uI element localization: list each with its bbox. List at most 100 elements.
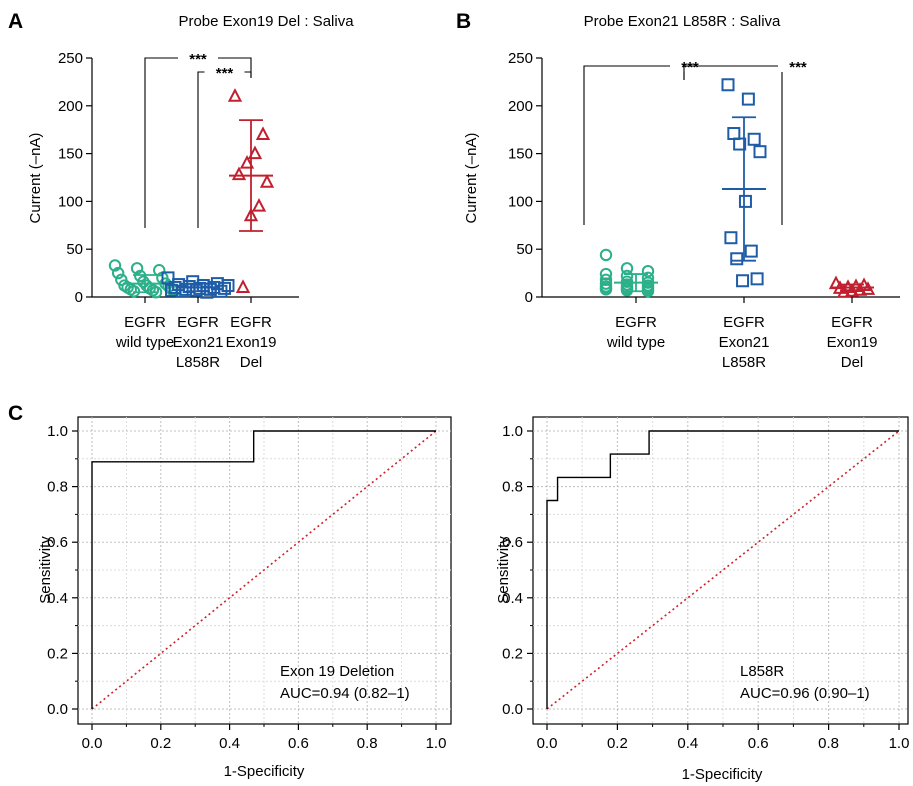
y-tick-label: 200 xyxy=(508,98,533,115)
significance-label: *** xyxy=(681,59,699,76)
auc-annotation: AUC=0.96 (0.90–1) xyxy=(740,685,870,702)
chart-title: Probe Exon19 Del : Saliva xyxy=(178,13,354,30)
y-tick-label: 0.4 xyxy=(502,590,523,607)
significance-bracket xyxy=(683,65,783,225)
data-point xyxy=(153,264,166,277)
x-tick-label: 0.4 xyxy=(677,735,698,752)
x-tick-label: 1.0 xyxy=(889,735,910,752)
auc-annotation: Exon 19 Deletion xyxy=(280,663,394,680)
x-tick-label: 0.4 xyxy=(219,735,240,752)
data-point xyxy=(721,78,735,92)
data-point xyxy=(247,145,263,160)
y-tick-label: 0.2 xyxy=(47,645,68,662)
y-tick-label: 0.2 xyxy=(502,645,523,662)
y-axis-label: Current (–nA) xyxy=(27,133,44,224)
significance-mask xyxy=(204,64,245,78)
x-tick-label: L858R xyxy=(176,354,220,371)
x-tick-label: EGFR xyxy=(615,314,657,331)
y-tick-label: 100 xyxy=(58,193,83,210)
data-point xyxy=(239,155,255,169)
x-tick-label: Del xyxy=(240,354,263,371)
y-tick-label: 150 xyxy=(58,146,83,163)
x-tick-label: 0.6 xyxy=(748,735,769,752)
y-tick-label: 0 xyxy=(75,289,83,306)
y-tick-label: 0.4 xyxy=(47,590,68,607)
scatter-chart-exon19: Probe Exon19 Del : Saliva Current (–nA) … xyxy=(27,13,354,371)
reference-diagonal xyxy=(91,430,437,710)
data-point xyxy=(860,281,876,295)
x-axis-label: 1-Specificity xyxy=(682,766,763,783)
data-point xyxy=(836,284,852,298)
data-point xyxy=(736,274,750,288)
data-point xyxy=(599,283,613,296)
x-axis-label: 1-Specificity xyxy=(224,763,305,780)
y-tick-label: 150 xyxy=(508,146,533,163)
chart-title: Probe Exon21 L858R : Saliva xyxy=(584,13,781,30)
y-tick-label: 1.0 xyxy=(47,423,68,440)
y-tick-label: 0.8 xyxy=(47,479,68,496)
data-point xyxy=(130,262,144,275)
data-point xyxy=(738,194,752,208)
data-point xyxy=(641,264,655,278)
data-point xyxy=(753,145,767,159)
x-tick-label: 1.0 xyxy=(426,735,447,752)
data-point xyxy=(599,248,613,262)
y-axis-label: Current (–nA) xyxy=(463,133,480,224)
data-point xyxy=(750,272,764,286)
significance-label: *** xyxy=(189,51,207,68)
panel-letter-b: B xyxy=(456,10,471,33)
data-point xyxy=(227,88,243,102)
data-point xyxy=(747,132,761,146)
data-point xyxy=(161,271,175,285)
data-point xyxy=(251,198,267,212)
y-tick-label: 0.6 xyxy=(502,534,523,551)
x-tick-label: Exon19 xyxy=(827,334,878,351)
data-point xyxy=(620,284,634,297)
auc-annotation: L858R xyxy=(740,663,784,680)
roc-curve xyxy=(91,430,436,709)
x-tick-label: wild type xyxy=(606,334,665,351)
y-axis-label: Sensitivity xyxy=(495,536,512,604)
x-tick-label: EGFR xyxy=(230,314,272,331)
y-tick-label: 0.0 xyxy=(502,701,523,718)
data-point xyxy=(214,284,228,298)
x-tick-label: 0.6 xyxy=(288,735,309,752)
x-tick-label: EGFR xyxy=(723,314,765,331)
auc-annotation: AUC=0.94 (0.82–1) xyxy=(280,685,410,702)
data-point xyxy=(744,244,758,258)
data-point xyxy=(724,231,738,245)
significance-label: *** xyxy=(216,65,234,82)
x-tick-label: Del xyxy=(841,354,864,371)
data-point xyxy=(727,127,741,141)
y-tick-label: 250 xyxy=(508,50,533,67)
y-axis-label: Sensitivity xyxy=(37,536,54,604)
data-point xyxy=(730,252,744,266)
data-point xyxy=(108,259,122,272)
data-point xyxy=(620,269,634,283)
y-tick-label: 0.6 xyxy=(47,534,68,551)
y-tick-label: 1.0 xyxy=(502,423,523,440)
y-tick-label: 100 xyxy=(508,193,533,210)
panel-letter-c: C xyxy=(8,402,23,425)
significance-bracket xyxy=(197,71,252,228)
x-tick-label: EGFR xyxy=(177,314,219,331)
data-point xyxy=(231,166,247,181)
x-tick-label: 0.2 xyxy=(607,735,628,752)
y-tick-label: 0 xyxy=(525,289,533,306)
roc-chart-l858r: 1-Specificity Sensitivity 0.0 0.0 0.2 0.2 0.… xyxy=(495,416,910,783)
roc-chart-exon19: 1-Specificity Sensitivity 0.0 0.0 0.2 0.2 0.… xyxy=(37,416,452,780)
data-point xyxy=(733,137,747,151)
significance-mask xyxy=(178,50,218,64)
scatter-chart-l858r: Probe Exon21 L858R : Saliva Current (–nA… xyxy=(463,13,900,371)
data-point xyxy=(255,126,271,140)
x-tick-label: Exon21 xyxy=(719,334,770,351)
significance-label: *** xyxy=(789,59,807,76)
x-tick-label: 0.8 xyxy=(357,735,378,752)
y-tick-label: 250 xyxy=(58,50,83,67)
x-tick-label: 0.0 xyxy=(82,735,103,752)
y-tick-label: 0.0 xyxy=(47,701,68,718)
y-tick-label: 200 xyxy=(58,98,83,115)
x-tick-label: 0.8 xyxy=(818,735,839,752)
data-point xyxy=(111,266,125,280)
roc-curve xyxy=(546,430,899,709)
